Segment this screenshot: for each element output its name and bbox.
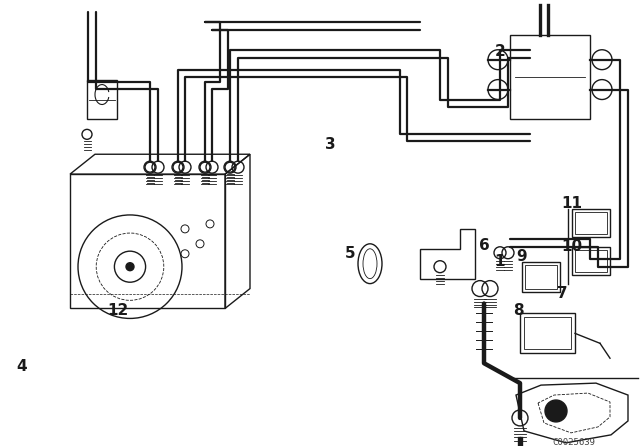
Bar xyxy=(572,247,610,275)
Text: 10: 10 xyxy=(561,239,582,254)
Bar xyxy=(510,35,590,120)
Bar xyxy=(572,209,610,237)
Bar xyxy=(520,314,575,353)
Text: 7: 7 xyxy=(557,286,567,301)
Bar xyxy=(524,318,571,349)
Circle shape xyxy=(126,263,134,271)
Text: 1: 1 xyxy=(495,254,505,269)
Bar xyxy=(522,262,560,292)
Bar xyxy=(70,174,225,309)
Text: 11: 11 xyxy=(561,197,582,211)
Circle shape xyxy=(545,400,567,422)
Bar xyxy=(575,250,607,271)
Bar xyxy=(575,212,607,234)
Text: 4: 4 xyxy=(17,359,28,374)
Text: 12: 12 xyxy=(108,303,129,318)
Text: 5: 5 xyxy=(345,246,355,261)
Bar xyxy=(525,265,557,289)
Text: C0025639: C0025639 xyxy=(552,438,595,447)
Bar xyxy=(87,80,117,120)
Text: 6: 6 xyxy=(479,238,490,253)
Text: 2: 2 xyxy=(495,44,506,59)
Text: 3: 3 xyxy=(324,137,335,152)
Text: 9: 9 xyxy=(516,249,527,264)
Text: 8: 8 xyxy=(513,303,524,318)
